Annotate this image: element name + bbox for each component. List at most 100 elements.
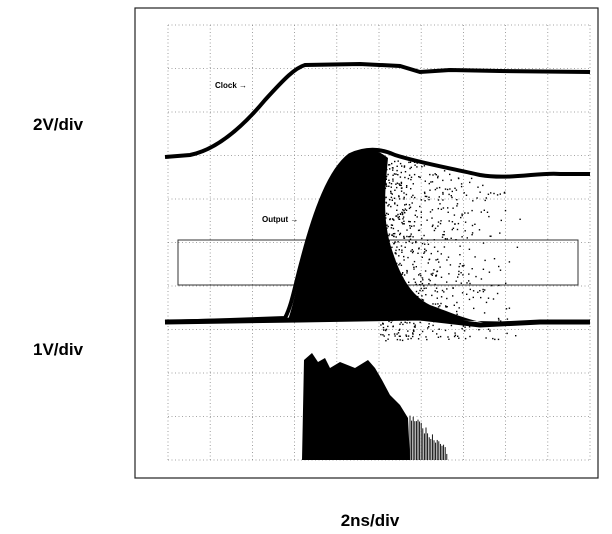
time-scale-label: 2ns/div: [341, 511, 400, 530]
jitter-dot: [420, 216, 422, 218]
jitter-dot: [433, 246, 436, 248]
jitter-dot: [425, 336, 427, 338]
jitter-dot: [413, 225, 415, 227]
jitter-dot: [422, 289, 424, 292]
jitter-dot: [380, 212, 382, 214]
jitter-dot: [382, 219, 384, 221]
jitter-dot: [404, 176, 406, 179]
jitter-dot: [404, 204, 406, 206]
jitter-dot: [394, 252, 396, 254]
jitter-dot: [381, 284, 383, 286]
jitter-dot: [392, 180, 394, 182]
jitter-dot: [413, 161, 416, 163]
jitter-dot: [396, 186, 398, 189]
jitter-dot: [450, 195, 452, 197]
jitter-dot: [380, 182, 382, 184]
jitter-dot: [471, 232, 474, 234]
jitter-dot: [410, 225, 413, 227]
jitter-dot: [447, 207, 449, 209]
jitter-dot: [452, 207, 454, 209]
jitter-dot: [448, 338, 450, 340]
jitter-dot: [457, 276, 459, 278]
jitter-dot: [446, 306, 448, 308]
jitter-dot: [428, 196, 430, 198]
jitter-dot: [434, 303, 437, 305]
jitter-dot: [383, 195, 385, 197]
jitter-dot: [383, 257, 385, 259]
jitter-dot: [413, 326, 416, 328]
output-envelope: [288, 149, 530, 325]
jitter-dot: [388, 240, 390, 242]
jitter-dot: [413, 318, 415, 320]
jitter-dot: [464, 326, 466, 328]
jitter-dot: [405, 186, 408, 188]
jitter-dot: [427, 243, 430, 245]
jitter-dot: [461, 214, 463, 217]
jitter-dot: [496, 292, 499, 295]
jitter-dot: [500, 219, 502, 222]
jitter-dot: [385, 182, 387, 185]
jitter-dot: [460, 282, 462, 284]
jitter-dot: [466, 293, 468, 295]
jitter-dot: [380, 260, 382, 262]
jitter-dot: [485, 301, 488, 304]
jitter-dot: [390, 265, 392, 267]
jitter-dot: [404, 208, 406, 210]
jitter-dot: [396, 204, 399, 207]
jitter-dot: [384, 222, 386, 225]
jitter-dot: [419, 284, 421, 286]
jitter-dot: [420, 224, 422, 226]
jitter-dot: [468, 248, 471, 250]
jitter-dot: [383, 235, 385, 237]
jitter-dot: [461, 327, 463, 330]
jitter-dot: [391, 193, 393, 195]
jitter-dot: [388, 164, 391, 166]
jitter-dot: [382, 165, 384, 167]
jitter-dot: [390, 294, 392, 297]
jitter-dot: [385, 253, 387, 255]
jitter-dot: [401, 273, 403, 275]
jitter-dot: [480, 211, 482, 213]
jitter-dot: [404, 171, 407, 173]
jitter-dot: [400, 184, 402, 187]
jitter-dot: [403, 312, 405, 314]
jitter-dot: [505, 282, 507, 284]
jitter-dot: [385, 175, 388, 178]
jitter-dot: [391, 199, 393, 201]
jitter-dot: [421, 256, 423, 258]
jitter-dot: [452, 227, 455, 229]
jitter-dot: [391, 310, 393, 313]
jitter-dot: [393, 276, 396, 278]
jitter-dot: [435, 275, 437, 277]
jitter-dot: [429, 211, 432, 213]
jitter-dot: [499, 269, 502, 271]
jitter-dot: [443, 246, 446, 248]
jitter-dot: [448, 193, 450, 196]
jitter-dot: [415, 210, 417, 212]
jitter-dot: [454, 334, 457, 336]
jitter-dot: [403, 166, 406, 168]
jitter-dot: [413, 278, 415, 280]
jitter-dot: [381, 160, 383, 162]
jitter-dot: [385, 270, 387, 272]
jitter-dot: [482, 242, 485, 244]
jitter-dot: [403, 255, 405, 258]
jitter-dot: [382, 250, 384, 252]
jitter-dot: [431, 274, 433, 276]
jitter-dot: [398, 335, 401, 337]
jitter-dot: [434, 173, 436, 175]
jitter-dot: [421, 282, 424, 285]
jitter-dot: [382, 232, 384, 235]
jitter-dot: [404, 321, 406, 323]
jitter-dot: [399, 335, 401, 337]
jitter-dot: [413, 221, 416, 223]
jitter-dot: [409, 238, 412, 240]
jitter-dot: [388, 274, 390, 277]
jitter-dot: [387, 304, 389, 306]
jitter-dot: [400, 245, 403, 247]
jitter-dot: [411, 242, 414, 244]
jitter-dot: [471, 234, 473, 236]
jitter-dot: [411, 299, 413, 301]
jitter-dot: [460, 183, 463, 185]
jitter-dot: [472, 290, 475, 292]
